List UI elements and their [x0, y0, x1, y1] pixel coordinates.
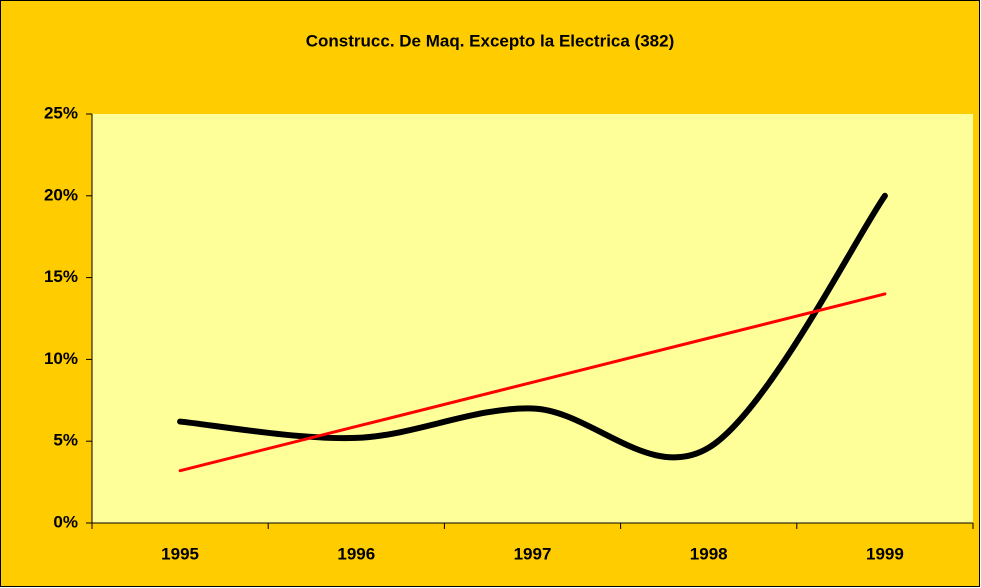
chart-title: Construcc. De Maq. Excepto la Electrica … [306, 31, 674, 50]
y-tick-label: 25% [44, 103, 78, 122]
x-tick-label: 1996 [337, 544, 375, 563]
y-tick-label: 0% [53, 512, 78, 531]
series-line [178, 292, 887, 473]
y-tick-label: 20% [44, 185, 78, 204]
x-tick-label: 1999 [866, 544, 904, 563]
y-tick-label: 5% [53, 431, 78, 450]
y-tick-label: 15% [44, 267, 78, 286]
y-tick-label: 10% [44, 349, 78, 368]
x-tick-label: 1998 [690, 544, 728, 563]
x-tick-label: 1997 [514, 544, 552, 563]
plot-area [92, 114, 973, 523]
series-line [177, 192, 888, 461]
x-tick-label: 1995 [161, 544, 199, 563]
